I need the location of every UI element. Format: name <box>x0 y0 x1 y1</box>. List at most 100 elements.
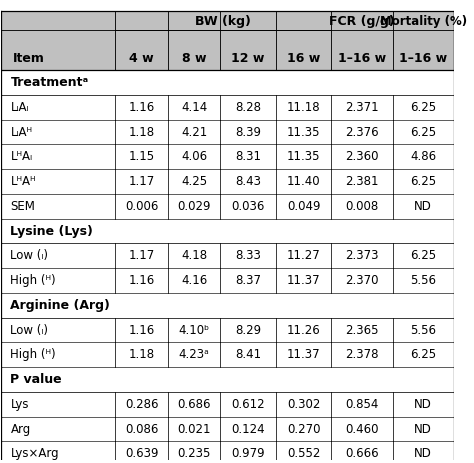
Text: 5.56: 5.56 <box>410 274 436 287</box>
Bar <box>1 11 454 70</box>
Text: 1.16: 1.16 <box>128 274 155 287</box>
Text: SEM: SEM <box>10 200 36 213</box>
Text: 0.029: 0.029 <box>177 200 211 213</box>
Text: LᴴAᴴ: LᴴAᴴ <box>10 175 36 188</box>
Text: 2.378: 2.378 <box>345 348 379 361</box>
Text: 6.25: 6.25 <box>410 101 437 114</box>
Text: 8.28: 8.28 <box>235 101 261 114</box>
Text: 2.365: 2.365 <box>345 324 379 337</box>
Text: LₗAₗ: LₗAₗ <box>10 101 29 114</box>
Text: ND: ND <box>414 200 432 213</box>
Text: 2.371: 2.371 <box>345 101 379 114</box>
Text: Arg: Arg <box>10 423 31 436</box>
Text: 4.18: 4.18 <box>181 249 207 262</box>
Text: 8.33: 8.33 <box>235 249 261 262</box>
Text: 8.41: 8.41 <box>235 348 261 361</box>
Text: High (ᴴ): High (ᴴ) <box>10 274 56 287</box>
Text: Low (ₗ): Low (ₗ) <box>10 249 48 262</box>
Text: 0.302: 0.302 <box>287 398 320 411</box>
Text: 1.17: 1.17 <box>128 249 155 262</box>
Text: 11.40: 11.40 <box>287 175 320 188</box>
Text: 4.14: 4.14 <box>181 101 207 114</box>
Text: 11.37: 11.37 <box>287 274 320 287</box>
Bar <box>1 169 454 194</box>
Text: 2.360: 2.360 <box>345 150 379 163</box>
Text: 6.25: 6.25 <box>410 125 437 138</box>
Text: Lys×Arg: Lys×Arg <box>10 447 59 460</box>
Text: 2.376: 2.376 <box>345 125 379 138</box>
Text: 1.18: 1.18 <box>128 125 155 138</box>
Text: 0.270: 0.270 <box>287 423 320 436</box>
Text: 0.036: 0.036 <box>231 200 265 213</box>
Text: LₗAᴴ: LₗAᴴ <box>10 125 33 138</box>
Text: 0.124: 0.124 <box>231 423 265 436</box>
Text: 4.25: 4.25 <box>181 175 207 188</box>
Bar <box>1 119 454 144</box>
Text: ND: ND <box>414 423 432 436</box>
Text: 0.235: 0.235 <box>177 447 211 460</box>
Text: 11.27: 11.27 <box>287 249 320 262</box>
Text: 0.854: 0.854 <box>345 398 379 411</box>
Text: 0.666: 0.666 <box>345 447 379 460</box>
Text: 2.370: 2.370 <box>345 274 379 287</box>
Text: BW (kg): BW (kg) <box>195 15 251 28</box>
Text: 2.381: 2.381 <box>345 175 379 188</box>
Text: 8.43: 8.43 <box>235 175 261 188</box>
Text: 0.086: 0.086 <box>125 423 158 436</box>
Text: Arginine (Arg): Arginine (Arg) <box>10 299 110 312</box>
Text: 1–16 w: 1–16 w <box>399 52 447 65</box>
Text: 4.23ᵃ: 4.23ᵃ <box>179 348 210 361</box>
Text: 6.25: 6.25 <box>410 249 437 262</box>
Bar <box>1 392 454 417</box>
Bar <box>1 144 454 169</box>
Text: P value: P value <box>10 373 62 386</box>
Bar <box>1 244 454 268</box>
Text: 1.17: 1.17 <box>128 175 155 188</box>
Text: 2.373: 2.373 <box>345 249 379 262</box>
Text: 0.286: 0.286 <box>125 398 158 411</box>
Text: Mortality (%): Mortality (%) <box>380 15 467 28</box>
Text: 0.008: 0.008 <box>346 200 379 213</box>
Text: 11.35: 11.35 <box>287 150 320 163</box>
Text: 0.460: 0.460 <box>345 423 379 436</box>
Text: High (ᴴ): High (ᴴ) <box>10 348 56 361</box>
Text: 1.18: 1.18 <box>128 348 155 361</box>
Text: 8 w: 8 w <box>182 52 206 65</box>
Text: 0.552: 0.552 <box>287 447 320 460</box>
Text: Treatmentᵃ: Treatmentᵃ <box>10 76 89 89</box>
Text: 4.16: 4.16 <box>181 274 207 287</box>
Text: Lys: Lys <box>10 398 29 411</box>
Text: 1–16 w: 1–16 w <box>338 52 386 65</box>
Text: Low (ₗ): Low (ₗ) <box>10 324 48 337</box>
Text: 8.39: 8.39 <box>235 125 261 138</box>
Text: 4.86: 4.86 <box>410 150 437 163</box>
Bar <box>1 343 454 367</box>
Text: 11.18: 11.18 <box>287 101 320 114</box>
Bar <box>1 194 454 219</box>
Text: 1.16: 1.16 <box>128 324 155 337</box>
Bar <box>1 318 454 343</box>
Text: 4.06: 4.06 <box>181 150 207 163</box>
Text: 11.26: 11.26 <box>287 324 320 337</box>
Bar <box>1 268 454 293</box>
Text: 1.15: 1.15 <box>128 150 155 163</box>
Text: 4.21: 4.21 <box>181 125 207 138</box>
Text: 4 w: 4 w <box>129 52 154 65</box>
Text: 0.686: 0.686 <box>177 398 211 411</box>
Text: 11.35: 11.35 <box>287 125 320 138</box>
Text: 8.31: 8.31 <box>235 150 261 163</box>
Text: 1.16: 1.16 <box>128 101 155 114</box>
Text: 5.56: 5.56 <box>410 324 436 337</box>
Text: Lysine (Lys): Lysine (Lys) <box>10 225 93 238</box>
Text: ND: ND <box>414 447 432 460</box>
Text: 0.979: 0.979 <box>231 447 265 460</box>
Text: ND: ND <box>414 398 432 411</box>
Text: Item: Item <box>13 52 45 65</box>
Bar <box>1 441 454 463</box>
Bar <box>1 417 454 441</box>
Text: LᴴAₗ: LᴴAₗ <box>10 150 33 163</box>
Text: 6.25: 6.25 <box>410 348 437 361</box>
Text: 6.25: 6.25 <box>410 175 437 188</box>
Text: 16 w: 16 w <box>287 52 320 65</box>
Text: 0.021: 0.021 <box>177 423 211 436</box>
